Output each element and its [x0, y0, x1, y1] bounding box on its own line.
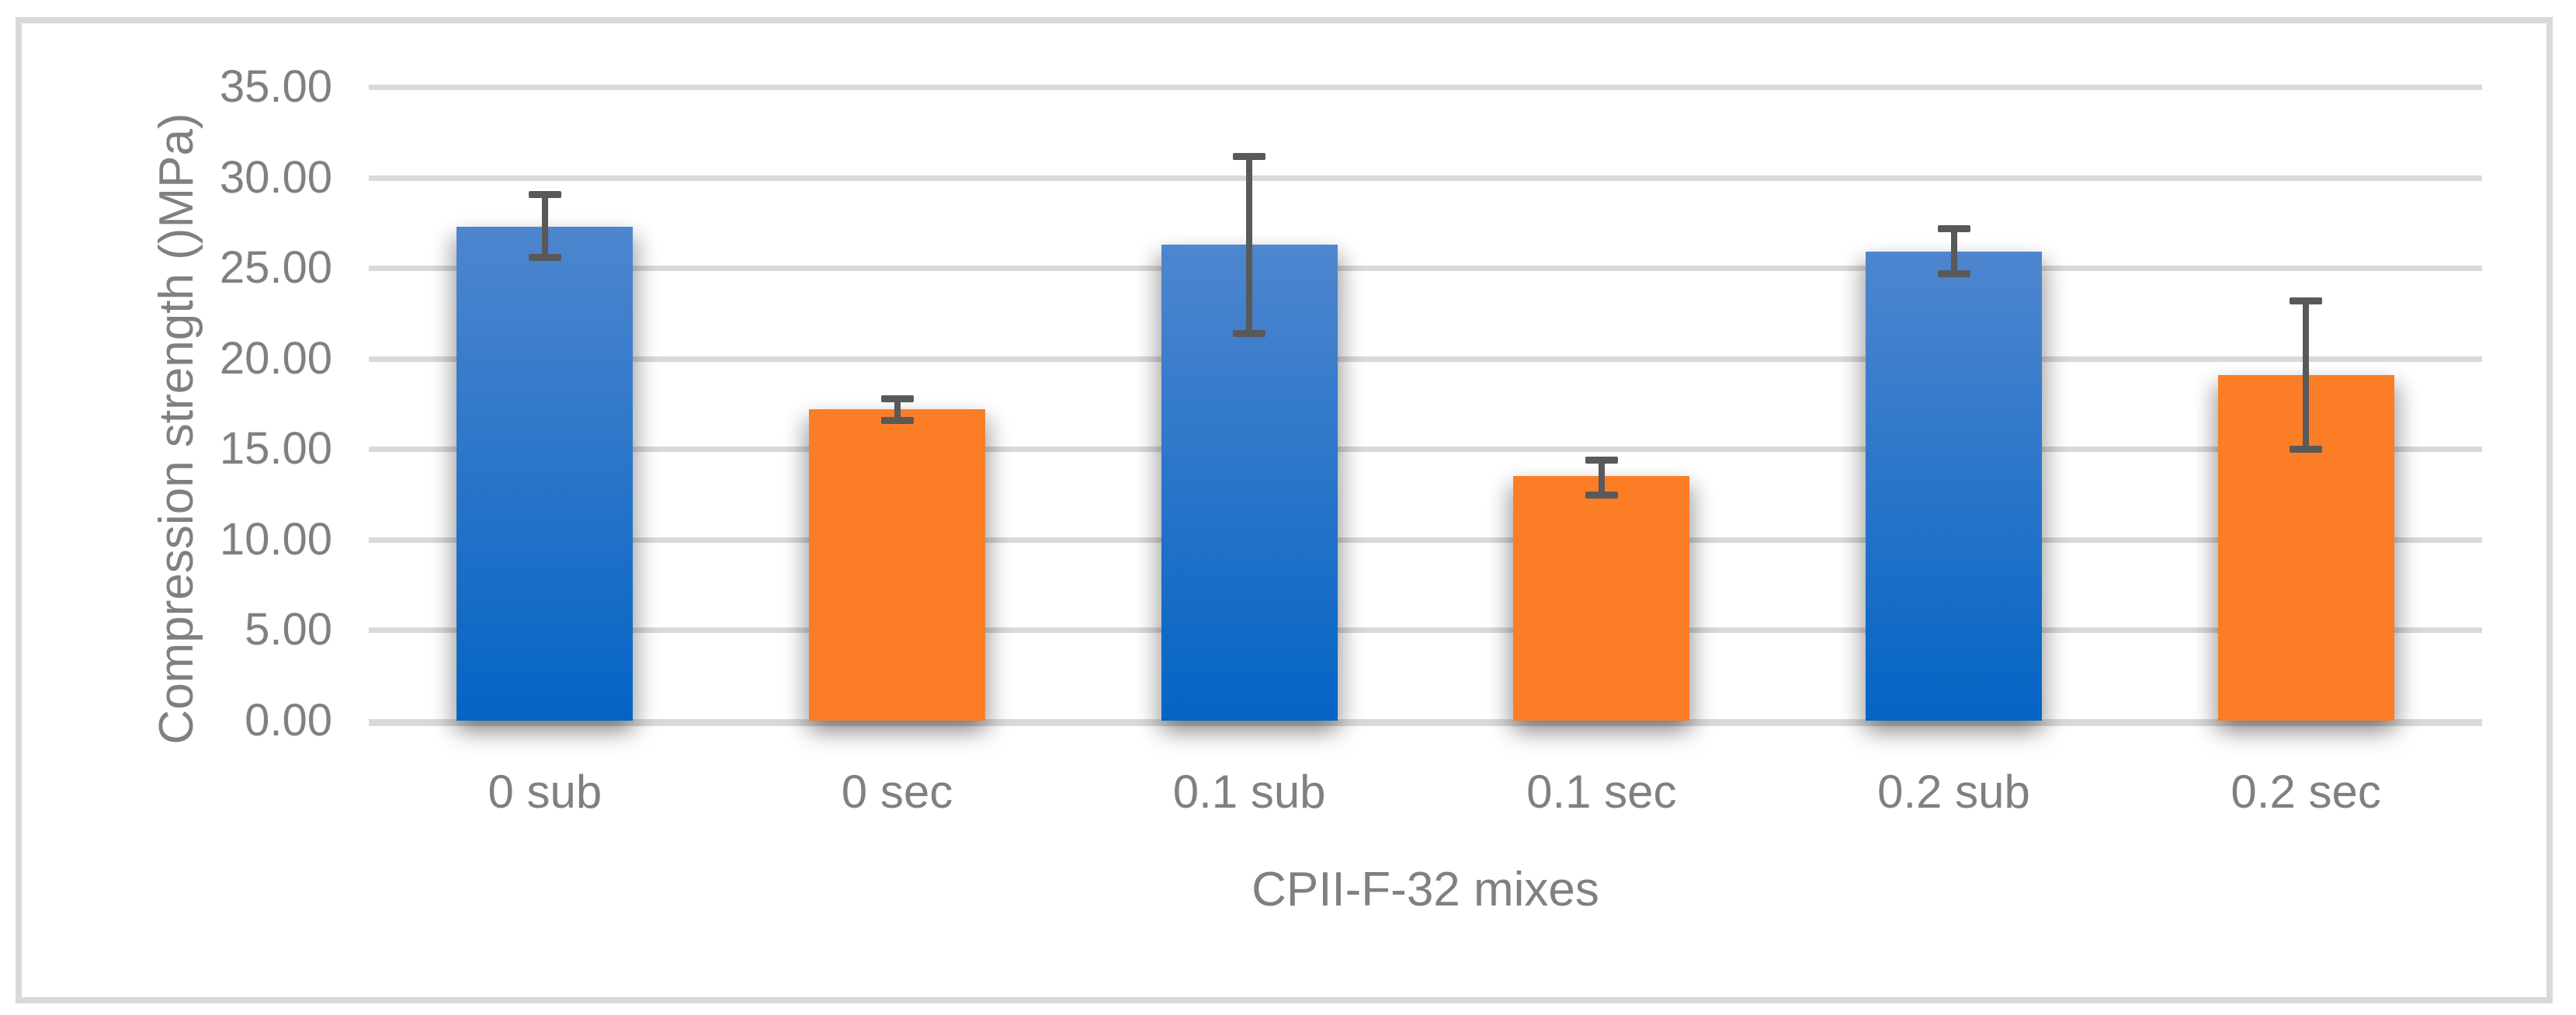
error-bar-cap	[1937, 270, 1970, 278]
x-axis-line	[369, 719, 2482, 726]
gridline	[369, 537, 2482, 543]
plot-area: 35.00 30.00 25.00 20.00 15.00 10.00 5.00 0.00 0…	[22, 23, 2546, 997]
bar-0-sub	[457, 226, 634, 721]
error-bar-cap	[1937, 224, 1970, 232]
bar-0-sec	[809, 408, 985, 721]
error-bar-line	[1246, 155, 1253, 334]
y-tick-label: 10.00	[219, 513, 332, 565]
error-bar-cap	[528, 254, 561, 262]
error-bar-line	[541, 193, 548, 258]
y-tick-label: 5.00	[245, 604, 332, 655]
y-axis-title: Compression strength ()MPa)	[150, 113, 203, 745]
gridline	[369, 266, 2482, 272]
error-bar-cap	[2290, 297, 2323, 305]
x-category-label: 0.2 sub	[1877, 766, 2030, 818]
bar-0-2-sub	[1866, 252, 2042, 721]
gridline	[369, 85, 2482, 90]
error-bar-cap	[1233, 330, 1266, 338]
error-bar-line	[1950, 228, 1957, 274]
gridline	[369, 447, 2482, 453]
error-bar-cap	[2290, 446, 2323, 454]
error-bar-cap	[528, 190, 561, 198]
y-tick-label: 20.00	[219, 332, 332, 384]
gridline	[369, 627, 2482, 634]
error-bar-line	[1598, 460, 1605, 495]
x-category-label: 0.1 sub	[1172, 766, 1326, 818]
error-bar-line	[894, 398, 901, 420]
y-tick-label: 15.00	[219, 423, 332, 474]
y-tick-label: 30.00	[219, 151, 332, 203]
gridline	[369, 356, 2482, 362]
x-category-label: 0 sub	[488, 766, 602, 818]
error-bar-cap	[880, 395, 914, 402]
x-category-label: 0 sec	[841, 766, 953, 818]
bar-0-1-sec	[1513, 476, 1690, 721]
y-tick-label: 0.00	[245, 695, 332, 746]
y-tick-label: 25.00	[219, 242, 332, 294]
error-bar-cap	[1585, 491, 1618, 499]
x-category-label: 0.2 sec	[2231, 766, 2381, 818]
x-axis-title: CPII-F-32 mixes	[1252, 863, 1599, 916]
error-bar-cap	[1585, 457, 1618, 464]
x-category-label: 0.1 sec	[1526, 766, 1677, 818]
error-bar-line	[2303, 301, 2310, 450]
gridline	[369, 175, 2482, 181]
chart-frame: 35.00 30.00 25.00 20.00 15.00 10.00 5.00 0.00 0…	[16, 17, 2553, 1003]
error-bar-cap	[880, 416, 914, 424]
error-bar-cap	[1233, 152, 1266, 160]
y-tick-label: 35.00	[219, 61, 332, 112]
